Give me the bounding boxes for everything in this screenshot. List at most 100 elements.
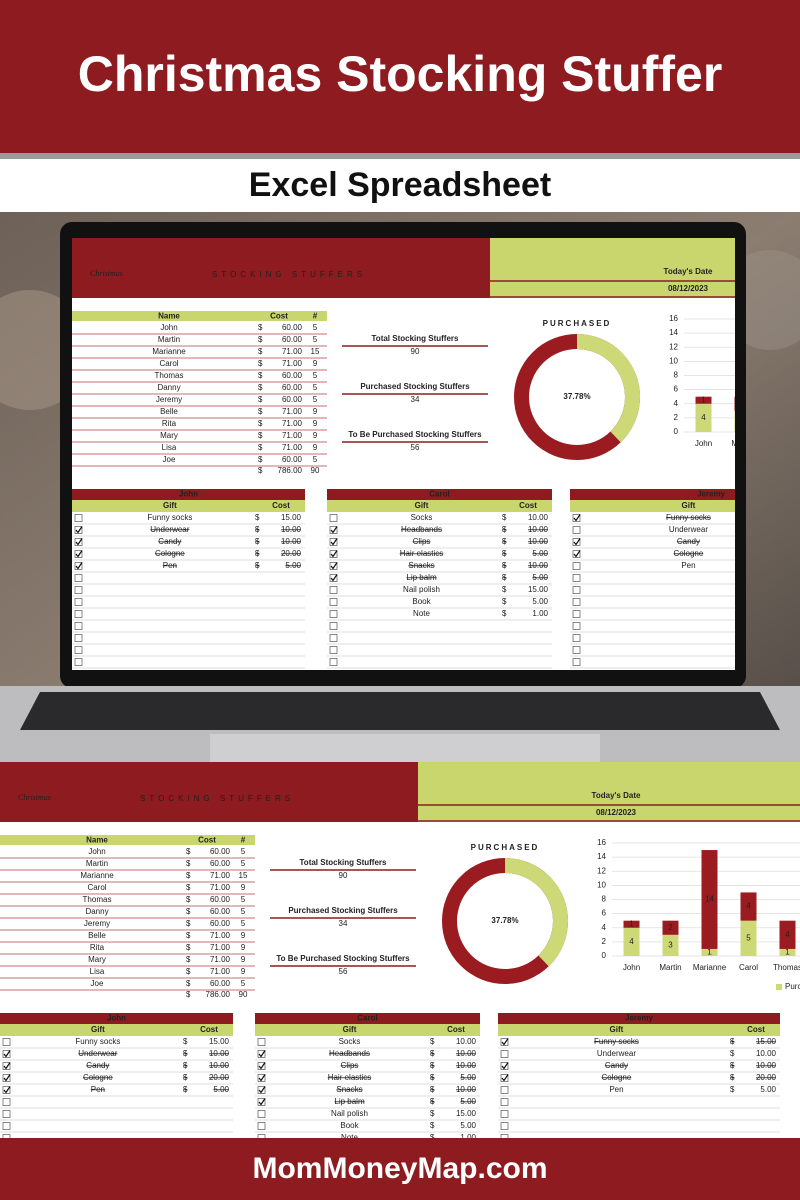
gift-cost: 10.00	[528, 537, 549, 546]
gift-name: Underwear	[669, 525, 708, 534]
stat-label: Purchased Stocking Stuffers	[288, 906, 398, 915]
checkbox	[257, 1098, 266, 1106]
gift-cost: 1.00	[460, 1133, 476, 1142]
checkbox	[572, 514, 581, 522]
gift-name: Cologne	[674, 549, 704, 558]
name-cell: John	[88, 847, 105, 856]
checkbox	[500, 1038, 509, 1046]
column-header: Name	[86, 836, 108, 845]
currency: $	[502, 513, 507, 522]
currency: $	[430, 1085, 435, 1094]
cost-cell: 60.00	[282, 455, 303, 464]
checkbox	[572, 598, 581, 606]
currency: $	[502, 573, 507, 582]
x-tick-label: Carol	[739, 963, 758, 972]
checkmark	[330, 574, 338, 582]
gift-name: Snacks	[336, 1085, 362, 1094]
checkbox	[329, 574, 338, 582]
name-cell: Marianne	[152, 347, 186, 356]
checkbox	[74, 634, 83, 642]
donut-label: 37.78%	[563, 392, 590, 401]
gift-name: Lip balm	[334, 1097, 365, 1106]
y-tick-label: 16	[669, 314, 678, 323]
gift-name: Cologne	[602, 1073, 632, 1082]
checkbox	[329, 658, 338, 666]
y-tick-label: 6	[602, 909, 607, 918]
count-cell: 9	[241, 967, 246, 976]
checkbox	[257, 1110, 266, 1118]
bar-segment	[740, 920, 757, 956]
currency: $	[730, 1049, 735, 1058]
gift-name: Candy	[158, 537, 181, 546]
count-cell: 9	[313, 443, 318, 452]
name-cell: Danny	[85, 907, 108, 916]
list-person: Carol	[429, 490, 449, 499]
total-cost: 786.00	[278, 466, 303, 475]
donut-title: PURCHASED	[543, 319, 612, 328]
gift-name: Note	[413, 609, 430, 618]
currency: $	[258, 443, 263, 452]
cost-cell: 71.00	[282, 419, 303, 428]
y-tick-label: 0	[602, 951, 607, 960]
name-cell: Mary	[88, 955, 106, 964]
column-header: #	[241, 836, 246, 845]
checkbox	[329, 622, 338, 630]
checkbox	[572, 562, 581, 570]
y-tick-label: 2	[602, 937, 607, 946]
gift-cost: 5.00	[532, 549, 548, 558]
keyboard	[20, 692, 780, 730]
gift-cost: 10.00	[456, 1085, 477, 1094]
bar-segment	[623, 927, 640, 956]
y-tick-label: 6	[674, 385, 679, 394]
currency: $	[258, 431, 263, 440]
checkbox	[74, 646, 83, 654]
currency: $	[502, 609, 507, 618]
sheet-clip: Christmas STOCKING STUFFERS Today's Date08…	[0, 762, 800, 1142]
name-cell: Danny	[157, 383, 180, 392]
gift-cost: 5.00	[213, 1085, 229, 1094]
gift-cost: 10.00	[281, 537, 302, 546]
checkbox	[257, 1038, 266, 1046]
bar-value-label: 4	[629, 937, 634, 946]
checkmark	[573, 538, 581, 546]
gift-name: Snacks	[408, 561, 434, 570]
stat-label: Total Stocking Stuffers	[300, 858, 388, 867]
count-cell: 9	[241, 931, 246, 940]
gift-name: Hair elastics	[328, 1073, 372, 1082]
currency: $	[186, 955, 191, 964]
gift-cost: 15.00	[281, 513, 302, 522]
checkbox	[329, 550, 338, 558]
count-cell: 9	[313, 359, 318, 368]
brand: Christmas	[90, 269, 123, 278]
checkmark	[3, 1086, 11, 1094]
bar-segment	[662, 920, 679, 935]
count-cell: 5	[241, 895, 246, 904]
checkmark	[3, 1074, 11, 1082]
checkbox	[329, 586, 338, 594]
gift-name: Cologne	[83, 1073, 113, 1082]
checkbox	[2, 1050, 11, 1058]
currency: $	[255, 537, 260, 546]
gift-cost: 20.00	[281, 549, 302, 558]
gift-name: Nail polish	[403, 585, 440, 594]
checkbox	[572, 658, 581, 666]
cost-cell: 71.00	[210, 931, 231, 940]
y-tick-label: 4	[674, 399, 679, 408]
cost-cell: 71.00	[282, 431, 303, 440]
column-header: #	[313, 312, 318, 321]
date-label: Today's Date	[664, 267, 713, 276]
currency: $	[258, 323, 263, 332]
currency: $	[186, 883, 191, 892]
gift-name: Pen	[609, 1085, 623, 1094]
list-title-bar	[0, 1013, 233, 1024]
cost-cell: 60.00	[210, 895, 231, 904]
checkbox	[572, 574, 581, 582]
gift-cost: 20.00	[209, 1073, 230, 1082]
gift-cost: 5.00	[532, 573, 548, 582]
gift-name: Pen	[91, 1085, 105, 1094]
bar-value-label: 1	[707, 948, 712, 957]
gift-cost: 10.00	[756, 1061, 777, 1070]
currency: $	[186, 990, 191, 999]
checkbox	[500, 1098, 509, 1106]
currency: $	[186, 907, 191, 916]
